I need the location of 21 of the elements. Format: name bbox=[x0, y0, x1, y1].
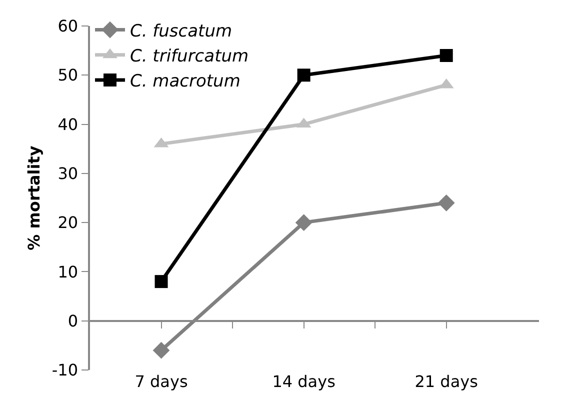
y-tick-label: 20 bbox=[58, 213, 78, 232]
x-tick-label: 14 days bbox=[272, 372, 336, 391]
x-tick-label: 7 days bbox=[134, 372, 188, 391]
y-tick-label: 60 bbox=[58, 16, 78, 36]
legend-label: C. trifurcatum bbox=[130, 46, 249, 67]
point bbox=[154, 275, 168, 288]
point bbox=[295, 214, 312, 232]
legend-label: C. fuscatum bbox=[130, 21, 232, 42]
y-tick-label: 0 bbox=[68, 311, 78, 330]
legend-label: C. macrotum bbox=[130, 72, 240, 92]
point bbox=[440, 48, 453, 62]
x-tick-label: 21 days bbox=[414, 372, 478, 391]
y-tick-label: 30 bbox=[58, 164, 78, 184]
y-tick-label: 50 bbox=[58, 66, 78, 85]
y-axis-title: % mortality bbox=[24, 145, 44, 250]
y-tick-label: 40 bbox=[58, 114, 78, 134]
point bbox=[152, 342, 170, 359]
y-tick-label: 10 bbox=[58, 262, 78, 282]
y-tick-label: -10 bbox=[52, 360, 78, 380]
point bbox=[297, 68, 310, 82]
point bbox=[438, 194, 455, 212]
